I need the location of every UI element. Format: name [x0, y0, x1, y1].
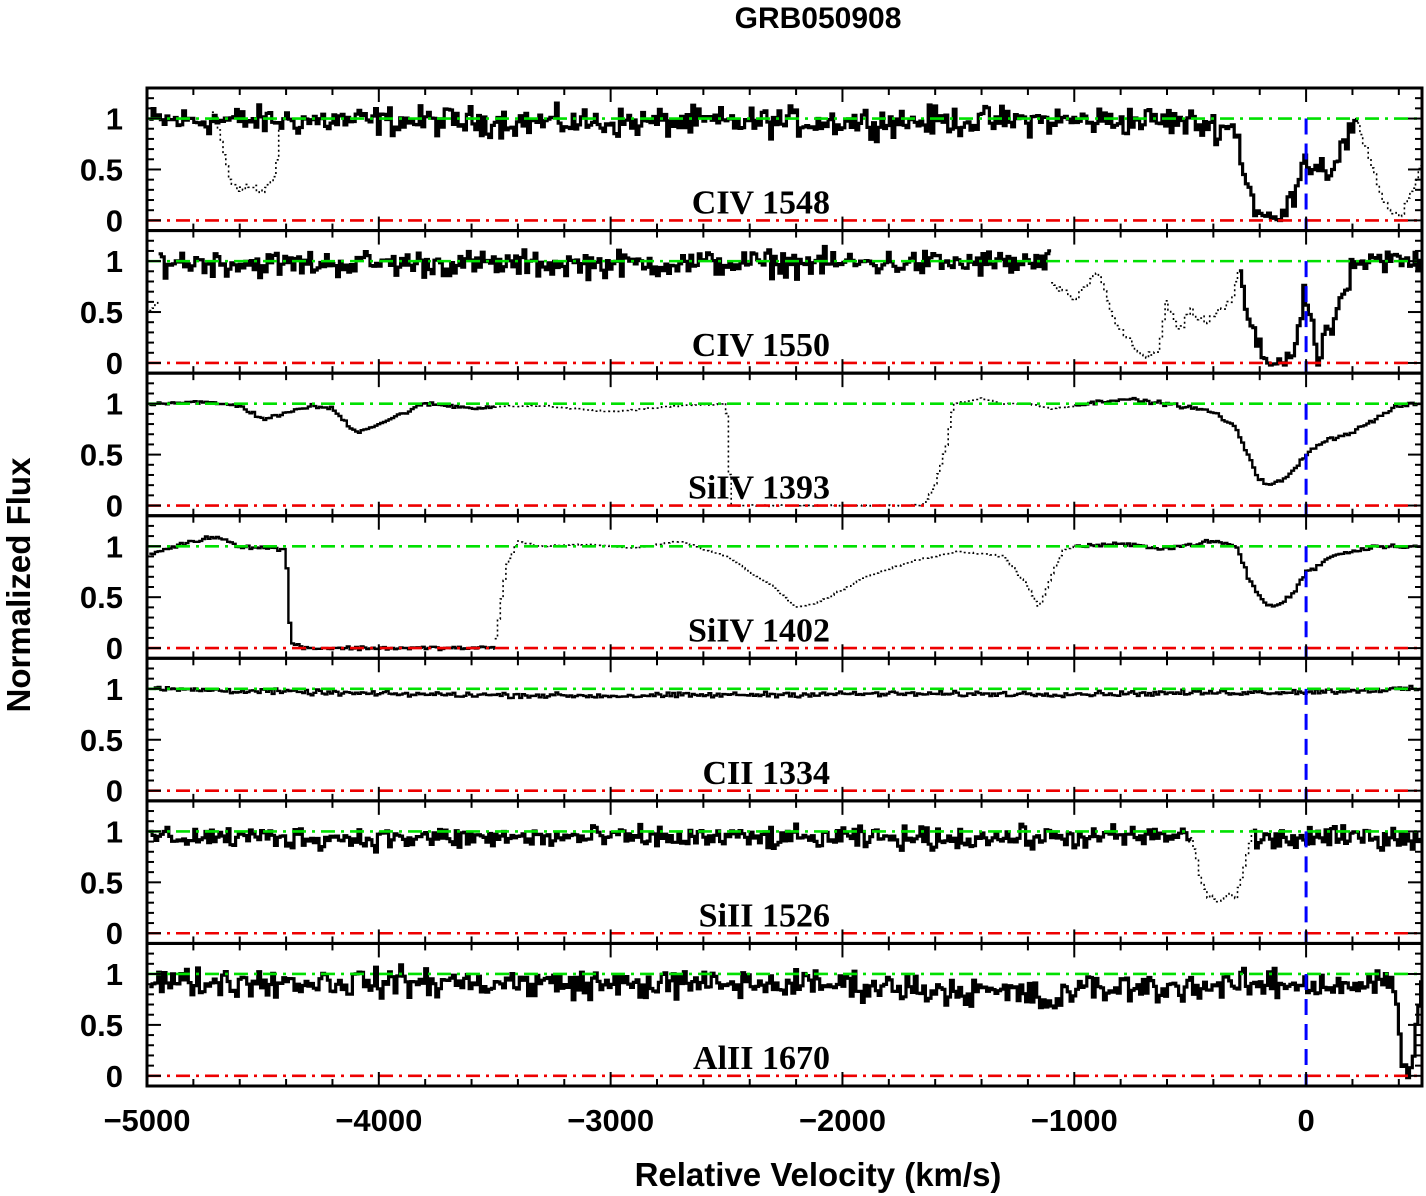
- y-axis-label: Normalized Flux: [0, 457, 37, 713]
- spectrum-segment-solid: [149, 101, 1359, 223]
- line-label: CII 1334: [702, 755, 830, 792]
- y-tick-label: 0: [106, 1059, 123, 1094]
- spectrum: [149, 684, 1422, 700]
- spectrum-segment-solid: [149, 535, 496, 652]
- panel-siiv-1402: 0 0.5 1 SiIV 1402: [80, 514, 1424, 666]
- plot-area: 0 0.5 1 CIV 1548 0 0.5 1 CIV 1550 0 0.5 1 SiIV 1393…: [80, 86, 1424, 1138]
- y-tick-label: 1: [106, 957, 123, 992]
- y-tick-label: 1: [106, 102, 123, 137]
- spectrum: [149, 101, 1422, 223]
- line-label: CIV 1548: [692, 185, 830, 222]
- y-tick-label: 1: [106, 529, 123, 564]
- spectrum-segment-solid: [149, 400, 496, 434]
- panel-civ-1548: 0 0.5 1 CIV 1548: [80, 86, 1424, 238]
- spectrum-segment-dotted: [1051, 269, 1239, 359]
- spectrum-segment-dotted: [149, 300, 159, 312]
- y-tick-label: 0.5: [80, 1008, 123, 1043]
- spectrum: [149, 822, 1422, 903]
- spectrum-segment-dotted: [211, 111, 282, 194]
- line-label: AlII 1670: [693, 1040, 830, 1077]
- y-tick-label: 0: [106, 489, 123, 524]
- spectrum: [149, 244, 1422, 367]
- y-tick-label: 0.5: [80, 438, 123, 473]
- x-tick-label: 0: [1297, 1103, 1314, 1138]
- line-label: SiIV 1393: [688, 470, 830, 507]
- y-tick-label: 1: [106, 244, 123, 279]
- x-tick-label: −2000: [799, 1103, 886, 1138]
- y-tick-label: 0: [106, 631, 123, 666]
- y-tick-label: 0.5: [80, 295, 123, 330]
- spectrum-segment-solid: [1074, 538, 1422, 608]
- y-tick-label: 0: [106, 346, 123, 381]
- y-tick-label: 0: [106, 916, 123, 951]
- spectrum-segment-solid: [149, 822, 1192, 854]
- y-tick-label: 0.5: [80, 152, 123, 187]
- spectrum-segment-solid: [158, 244, 1052, 282]
- line-label: CIV 1550: [692, 327, 830, 364]
- panel-civ-1550: 0 0.5 1 CIV 1550: [80, 229, 1424, 381]
- y-tick-label: 0.5: [80, 580, 123, 615]
- spectrum-segment-solid: [1074, 396, 1422, 486]
- x-tick-label: −4000: [335, 1103, 422, 1138]
- panel-alii-1670: 0 0.5 1 AlII 1670: [80, 941, 1424, 1094]
- y-tick-label: 1: [106, 672, 123, 707]
- line-label: SiII 1526: [699, 897, 830, 934]
- panel-siii-1526: 0 0.5 1 SiII 1526: [80, 799, 1424, 951]
- chart-title: GRB050908: [735, 2, 902, 35]
- spectrum-segment-solid: [149, 684, 1422, 700]
- spectrum-segment-dotted: [1190, 829, 1253, 903]
- y-tick-label: 0.5: [80, 723, 123, 758]
- spectrum-segment-dotted: [494, 397, 1075, 508]
- line-label: SiIV 1402: [688, 612, 830, 649]
- y-tick-label: 0: [106, 774, 123, 809]
- panel-cii-1334: 0 0.5 1 CII 1334: [80, 656, 1424, 809]
- x-axis-label: Relative Velocity (km/s): [635, 1156, 1002, 1193]
- panel-siiv-1393: 0 0.5 1 SiIV 1393: [80, 371, 1424, 524]
- x-tick-label: −3000: [567, 1103, 654, 1138]
- y-tick-label: 1: [106, 814, 123, 849]
- y-tick-label: 0: [106, 203, 123, 238]
- spectrum-segment-dotted: [1357, 122, 1422, 218]
- spectrum-segment-solid: [1252, 824, 1422, 852]
- y-tick-label: 1: [106, 387, 123, 422]
- spectrum-segment-solid: [149, 963, 1422, 1080]
- spectrum: [149, 963, 1422, 1080]
- x-tick-label: −5000: [103, 1103, 190, 1138]
- spectrum-segment-solid: [1238, 250, 1422, 367]
- y-tick-label: 0.5: [80, 865, 123, 900]
- x-tick-label: −1000: [1031, 1103, 1118, 1138]
